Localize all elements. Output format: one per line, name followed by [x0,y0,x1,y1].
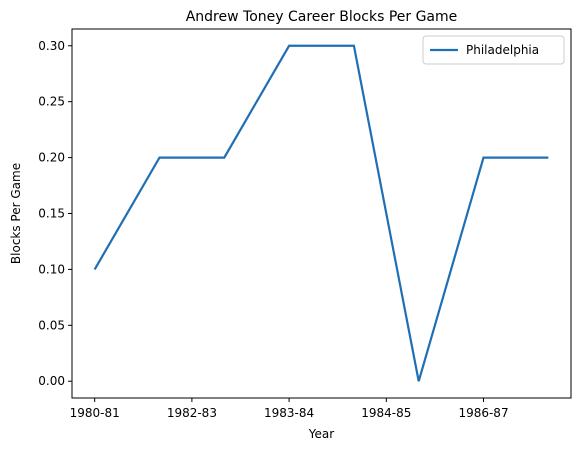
legend-box [422,35,565,65]
series-layer [93,44,549,382]
y-tick-label: 0.00 [38,374,65,388]
y-axis: 0.00 0.05 0.10 0.15 0.20 0.25 0.30 [38,39,72,388]
y-tick-label: 0.30 [38,39,65,53]
y-tick-label: 0.15 [38,207,65,221]
x-tick-label: 1982-83 [167,406,217,420]
y-axis-title: Blocks Per Game [9,163,23,264]
x-tick-label: 1983-84 [264,406,314,420]
x-tick-label: 1984-85 [361,406,411,420]
y-tick-label: 0.10 [38,262,65,276]
y-tick-label: 0.20 [38,151,65,165]
x-tick-label: 1980-81 [70,406,120,420]
x-axis-title: Year [308,427,334,441]
legend-label-philadelphia: Philadelphia [466,43,539,57]
legend: Philadelphia [422,35,565,65]
y-tick-label: 0.05 [38,318,65,332]
y-tick-label: 0.25 [38,95,65,109]
x-axis: 1980-81 1982-83 1983-84 1984-85 1986-87 [70,398,509,420]
x-tick-label: 1986-87 [458,406,508,420]
chart-title: Andrew Toney Career Blocks Per Game [186,9,458,25]
series-line-philadelphia [93,44,549,382]
plot-area-frame [71,28,572,399]
